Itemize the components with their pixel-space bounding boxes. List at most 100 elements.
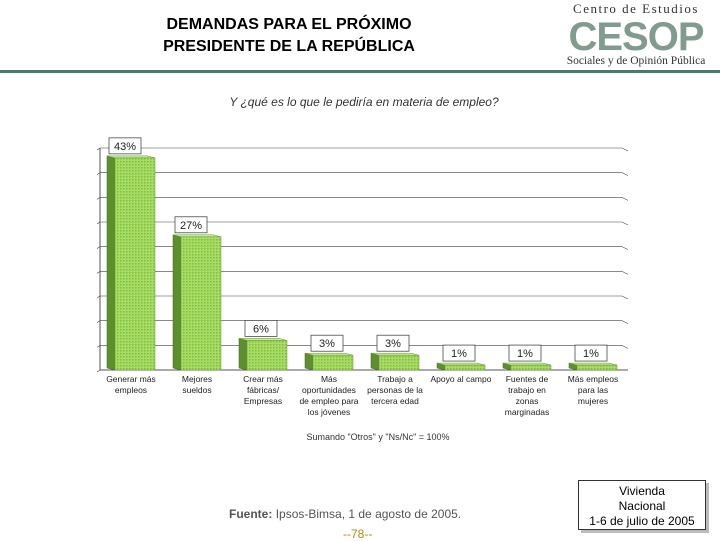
- gridline-tick: [621, 221, 629, 226]
- gridline-tick: [621, 271, 629, 275]
- bar-top: [568, 362, 618, 366]
- bar-chart: 43% 27% 6% 3% 3% 1% 1% 1% Generar más empleos Mej…: [96, 137, 629, 442]
- bar: [576, 364, 618, 371]
- source-text: Ipsos-Bimsa, 1 de agosto de 2005.: [275, 507, 462, 521]
- category-label-line: Apoyo al campo: [431, 374, 492, 384]
- category-label-line: trabajo en: [508, 385, 546, 395]
- value-label-box: [574, 344, 608, 362]
- category-label: Trabajo a personas de la tercera edad: [367, 374, 423, 406]
- bar: [246, 340, 288, 371]
- gridline-tick: [621, 172, 629, 176]
- bar: [114, 157, 156, 371]
- category-label-line: fábricas/: [247, 385, 280, 395]
- category-label-line: para las: [578, 385, 608, 395]
- category-label-line: de empleo para: [299, 396, 358, 406]
- value-label: 27%: [180, 220, 202, 232]
- category-label-line: mujeres: [578, 396, 608, 406]
- value-label: 3%: [385, 338, 401, 350]
- page-number: --78--: [343, 527, 373, 541]
- value-label: 3%: [319, 338, 335, 350]
- bar: [510, 364, 552, 371]
- gridline-tick: [621, 147, 629, 152]
- value-label-box: [108, 137, 142, 155]
- category-label: Generar más empleos: [106, 374, 156, 395]
- sample-line-1: Vivienda: [619, 484, 665, 498]
- value-label: 1%: [583, 348, 599, 360]
- category-label-line: personas de la: [367, 385, 423, 395]
- category-label-line: marginadas: [505, 407, 549, 417]
- category-label: Apoyo al campo: [431, 374, 492, 384]
- category-label-line: los jóvenes: [308, 407, 351, 417]
- category-label-line: Más empleos: [568, 374, 619, 384]
- logo-acronym: CESOP: [568, 15, 703, 59]
- value-label-box: [310, 334, 344, 352]
- gridline-tick: [621, 197, 629, 201]
- left-tick: [96, 369, 101, 373]
- category-label-line: zonas: [516, 396, 539, 406]
- category-label-line: Trabajo a: [377, 374, 413, 384]
- bar-top: [106, 155, 156, 159]
- category-label-line: empleos: [115, 385, 147, 395]
- bar-top: [502, 362, 552, 366]
- category-label-line: sueldos: [182, 385, 211, 395]
- category-label: Más oportunidades de empleo para los jóvene…: [299, 374, 358, 417]
- bar-top: [436, 362, 486, 366]
- value-label-box: [442, 344, 476, 362]
- value-label: 43%: [114, 141, 136, 153]
- value-label-box: [508, 344, 542, 362]
- header-rule: [0, 70, 720, 73]
- bar: [180, 236, 222, 371]
- gridline-tick: [621, 295, 629, 300]
- left-tick: [96, 295, 101, 299]
- category-label-line: Crear más: [243, 374, 283, 384]
- bar-top: [304, 352, 354, 356]
- left-tick: [96, 221, 101, 225]
- gridline-tick: [621, 246, 629, 250]
- value-label-box: [244, 320, 278, 337]
- bar-side: [304, 352, 314, 371]
- sample-box: Vivienda Nacional 1-6 de julio de 2005: [578, 480, 706, 530]
- left-tick: [96, 147, 101, 151]
- category-label-line: Empresas: [244, 396, 282, 406]
- category-label: Más empleos para las mujeres: [568, 374, 619, 406]
- value-label: 1%: [517, 348, 533, 360]
- left-tick: [96, 172, 101, 175]
- bar-layer: [106, 155, 618, 371]
- category-label: Fuentes de trabajo en zonas marginadas: [505, 374, 549, 417]
- left-tick: [96, 320, 101, 323]
- category-label-line: Fuentes de: [506, 374, 549, 384]
- category-label-line: Mejores: [182, 374, 212, 384]
- category-label-line: Más: [321, 374, 337, 384]
- value-label: 1%: [451, 348, 467, 360]
- value-label-box: [376, 334, 410, 352]
- category-label: Crear más fábricas/Empresas: [243, 374, 283, 406]
- left-tick: [96, 246, 101, 249]
- bar: [378, 354, 420, 371]
- category-label-line: Generar más: [106, 374, 156, 384]
- category-label-line: tercera edad: [371, 396, 419, 406]
- logo-line-2: Sociales y de Opinión Pública: [567, 55, 706, 67]
- cesop-logo: Centro de Estudios CESOP Sociales y de O…: [567, 1, 706, 67]
- sample-line-2: Nacional: [618, 499, 666, 513]
- bar-side: [172, 234, 182, 371]
- bar-side: [238, 338, 248, 371]
- survey-question: Y ¿qué es lo que le pediría en materia d…: [229, 95, 499, 109]
- title-line-2: PRESIDENTE DE LA REPÚBLICA: [163, 38, 415, 55]
- value-label: 6%: [253, 323, 269, 335]
- source-label: Fuente:: [229, 507, 273, 521]
- label-layer: 43% 27% 6% 3% 3% 1% 1% 1%: [108, 137, 608, 362]
- category-layer: Generar más empleos Mejores sueldos Crear má…: [106, 374, 618, 417]
- bar-top: [238, 338, 288, 341]
- left-tick: [96, 271, 101, 274]
- sample-line-3: 1-6 de julio de 2005: [589, 514, 695, 528]
- bar: [444, 364, 486, 371]
- gridline-tick: [621, 345, 629, 349]
- category-label: Mejores sueldos: [182, 374, 212, 395]
- value-label-box: [174, 216, 208, 234]
- logo-line-1: Centro de Estudios: [573, 1, 699, 16]
- bar-top: [172, 234, 222, 238]
- source-note: Fuente: Ipsos-Bimsa, 1 de agosto de 2005…: [229, 507, 461, 521]
- title-line-1: DEMANDAS PARA EL PRÓXIMO: [166, 16, 412, 33]
- category-label-line: oportunidades: [302, 385, 356, 395]
- bar-side: [106, 155, 116, 371]
